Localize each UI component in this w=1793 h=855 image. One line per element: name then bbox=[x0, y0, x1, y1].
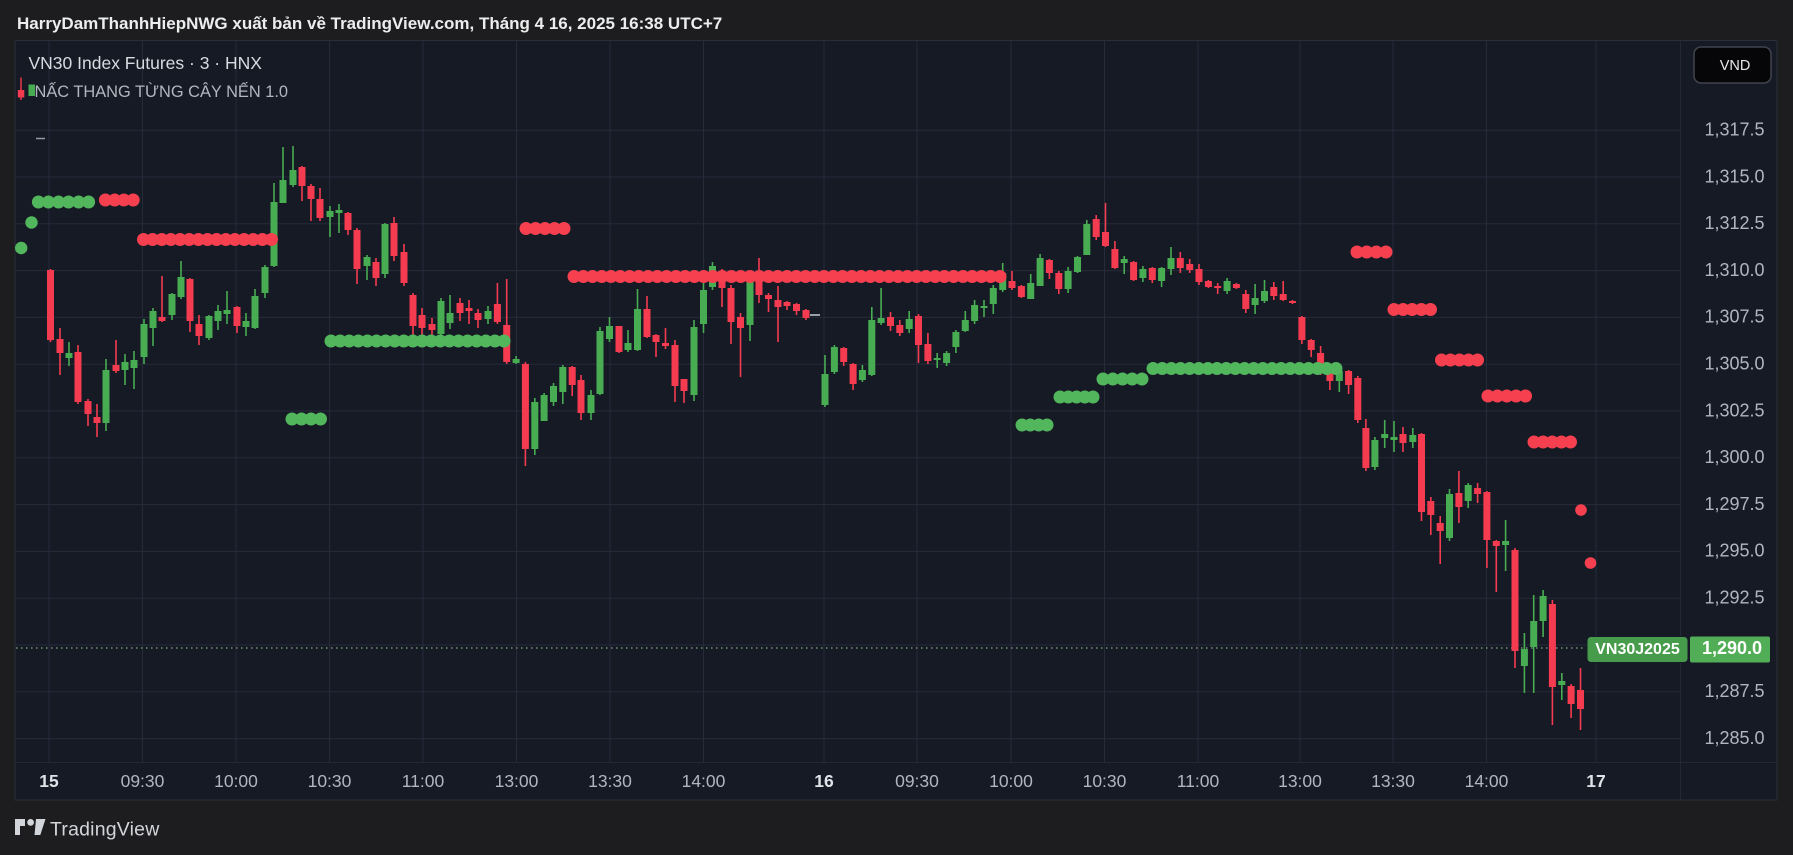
svg-text:TradingView: TradingView bbox=[50, 819, 160, 841]
svg-text:11:00: 11:00 bbox=[402, 771, 445, 791]
svg-text:1,287.5: 1,287.5 bbox=[1704, 681, 1764, 701]
svg-text:1,307.5: 1,307.5 bbox=[1704, 307, 1764, 327]
svg-text:NẤC THANG TỪNG CÂY NẾN 1.0: NẤC THANG TỪNG CÂY NẾN 1.0 bbox=[35, 82, 289, 101]
svg-text:10:30: 10:30 bbox=[308, 771, 352, 791]
svg-text:17: 17 bbox=[1586, 771, 1605, 791]
svg-text:1,312.5: 1,312.5 bbox=[1704, 213, 1764, 233]
svg-text:1,315.0: 1,315.0 bbox=[1704, 166, 1764, 186]
svg-text:1,297.5: 1,297.5 bbox=[1704, 494, 1764, 514]
svg-text:10:30: 10:30 bbox=[1083, 771, 1127, 791]
svg-text:15: 15 bbox=[39, 771, 59, 791]
svg-text:10:00: 10:00 bbox=[214, 771, 258, 791]
svg-text:14:00: 14:00 bbox=[1465, 771, 1509, 791]
svg-text:13:30: 13:30 bbox=[1371, 771, 1415, 791]
svg-text:1,292.5: 1,292.5 bbox=[1704, 587, 1764, 607]
svg-text:14:00: 14:00 bbox=[682, 771, 726, 791]
svg-text:13:00: 13:00 bbox=[495, 771, 539, 791]
svg-text:VN30 Index Futures · 3 · HNX: VN30 Index Futures · 3 · HNX bbox=[29, 53, 263, 73]
svg-text:09:30: 09:30 bbox=[121, 771, 165, 791]
svg-text:16: 16 bbox=[814, 771, 834, 791]
svg-text:09:30: 09:30 bbox=[895, 771, 939, 791]
svg-text:1,305.0: 1,305.0 bbox=[1704, 353, 1764, 373]
svg-text:HarryDamThanhHiepNWG xuất bản: HarryDamThanhHiepNWG xuất bản về Trading… bbox=[17, 14, 722, 33]
svg-text:VN30J2025: VN30J2025 bbox=[1595, 641, 1680, 658]
svg-text:13:00: 13:00 bbox=[1278, 771, 1322, 791]
svg-text:1,295.0: 1,295.0 bbox=[1704, 541, 1764, 561]
svg-text:1,317.5: 1,317.5 bbox=[1704, 119, 1764, 139]
svg-text:1,302.5: 1,302.5 bbox=[1704, 400, 1764, 420]
svg-text:1,310.0: 1,310.0 bbox=[1704, 260, 1764, 280]
svg-text:11:00: 11:00 bbox=[1177, 771, 1220, 791]
svg-text:1,285.0: 1,285.0 bbox=[1704, 728, 1764, 748]
svg-text:1,290.0: 1,290.0 bbox=[1702, 638, 1762, 658]
svg-text:1,300.0: 1,300.0 bbox=[1704, 447, 1764, 467]
svg-text:13:30: 13:30 bbox=[588, 771, 632, 791]
svg-text:10:00: 10:00 bbox=[989, 771, 1033, 791]
svg-text:VND: VND bbox=[1720, 58, 1751, 74]
